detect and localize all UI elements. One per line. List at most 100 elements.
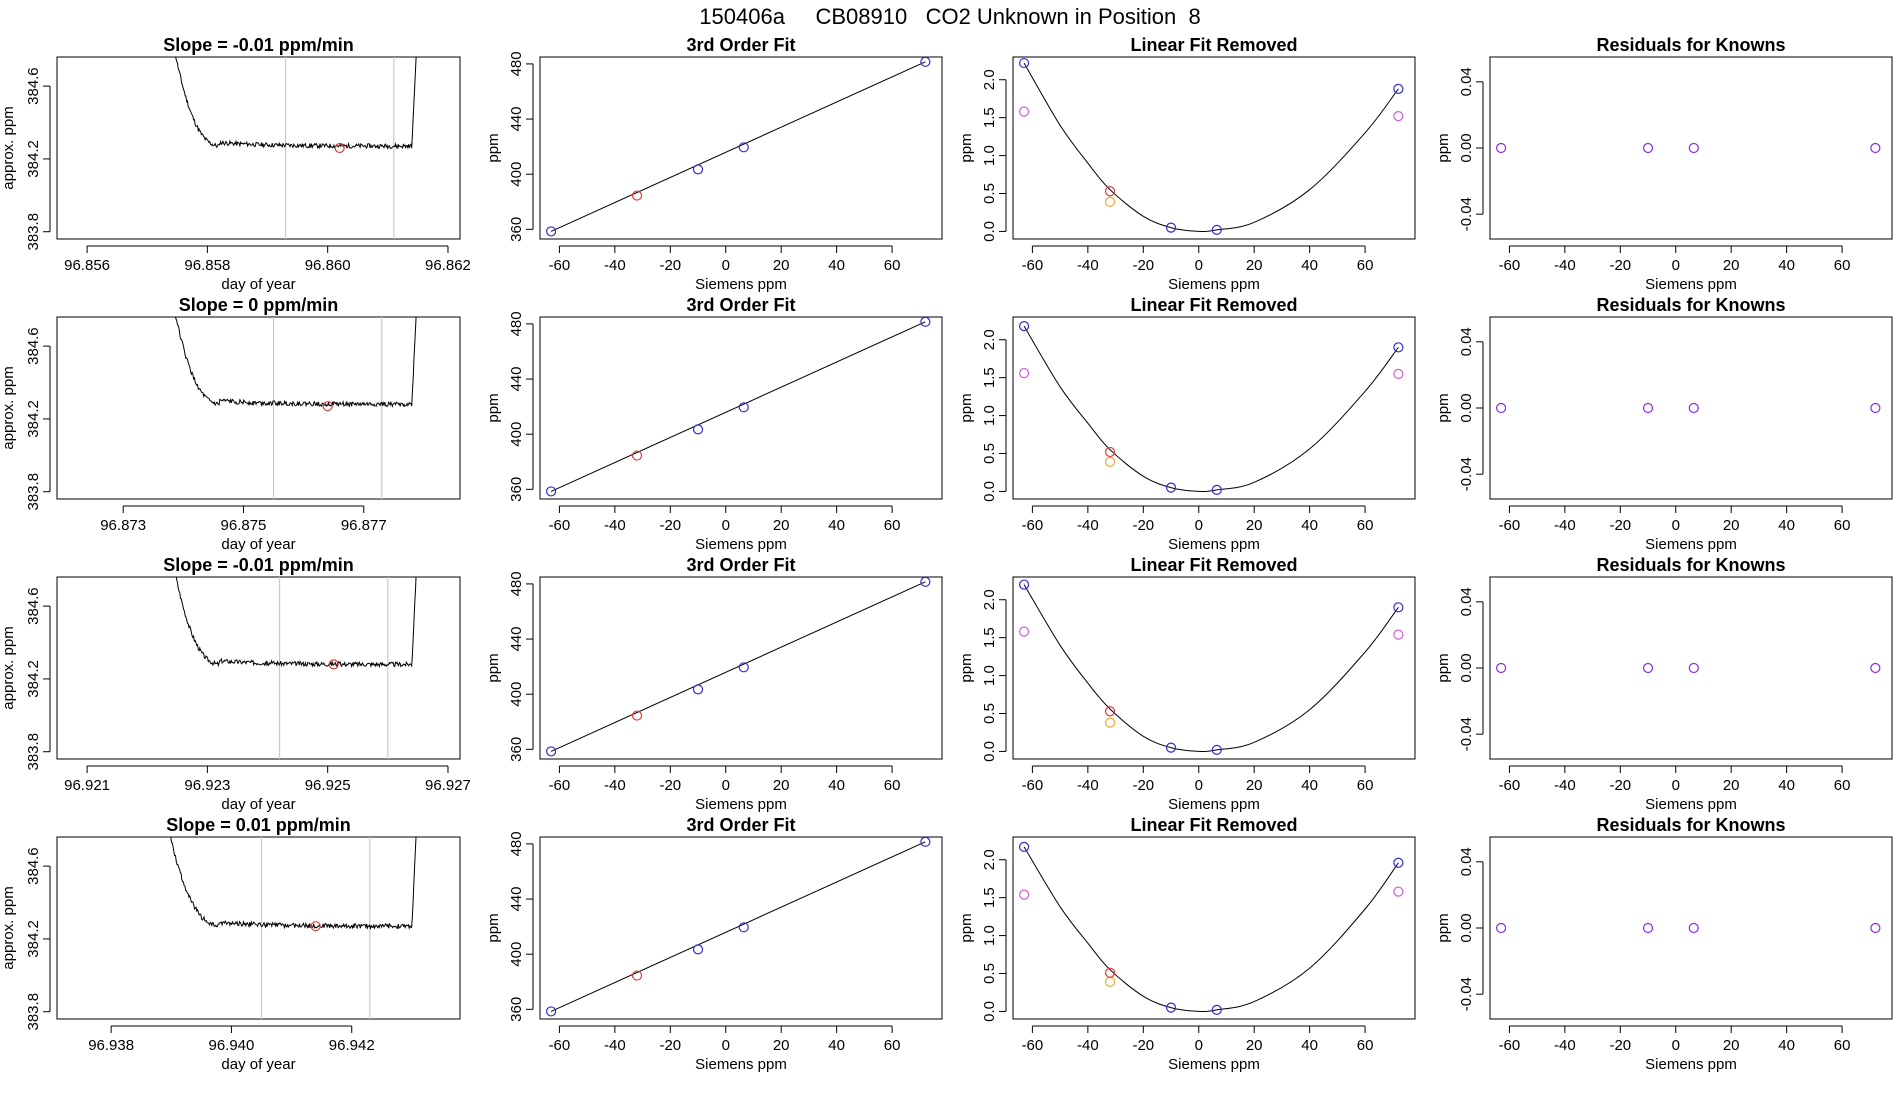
fit-curve (1023, 325, 1399, 493)
known-point (1211, 484, 1222, 495)
known-point (545, 486, 557, 497)
y-tick-label: 400 (508, 682, 525, 707)
unknown-marker-point (310, 921, 321, 932)
panel-r1-c3: Linear Fit Removed -60 -40 -20 0 20 40 60 Siemen… (958, 35, 1416, 293)
x-tick-label: 60 (1834, 257, 1851, 274)
known-point (1165, 742, 1177, 753)
panel-r4-c3: Linear Fit Removed -60 -40 -20 0 20 40 60 Siemen… (958, 815, 1416, 1073)
x-axis-label: Siemens ppm (1645, 536, 1737, 553)
y-axis-label: approx. ppm (0, 886, 17, 969)
y-tick-label: 360 (508, 997, 525, 1022)
y-tick-label: -0.04 (1458, 197, 1475, 231)
y-tick-label: 2.0 (981, 329, 998, 350)
known-point (1393, 857, 1404, 868)
x-tick-label: 20 (1246, 257, 1263, 274)
y-tick-label: 0.04 (1458, 587, 1475, 616)
x-tick-label: -40 (1077, 257, 1099, 274)
x-tick-label: 96.927 (425, 777, 471, 794)
known-point (738, 142, 749, 153)
x-tick-label: 0 (722, 517, 730, 534)
y-tick-label: 384.6 (25, 67, 42, 105)
y-tick-label: -0.04 (1458, 457, 1475, 491)
y-tick-label: 0.00 (1458, 653, 1475, 682)
x-axis-label: Siemens ppm (1168, 796, 1260, 813)
y-tick-label: 0.04 (1458, 67, 1475, 96)
x-tick-label: 40 (1778, 777, 1795, 794)
residual-point (1870, 402, 1881, 414)
y-tick-label: 360 (508, 737, 525, 762)
plot-area (1018, 321, 1404, 495)
plot-area (1495, 402, 1881, 414)
y-axis-label: ppm (485, 653, 502, 682)
magenta-point (1393, 368, 1404, 379)
x-tick-label: -20 (1132, 777, 1154, 794)
y-tick-label: 480 (508, 571, 525, 596)
plot-frame (1012, 836, 1416, 1020)
x-tick-label: -20 (1132, 257, 1154, 274)
residual-point (1870, 922, 1881, 934)
residual-point (1688, 662, 1699, 674)
panel-r3-c1: Slope = -0.01 ppm/min 96.921 96.923 96.925 9… (0, 555, 471, 813)
fit-line (550, 61, 926, 232)
known-point (1165, 222, 1177, 233)
panel-r2-c1: Slope = 0 ppm/min 96.873 96.875 96.877 day o… (0, 295, 461, 553)
residual-point (1495, 662, 1507, 674)
x-tick-label: 60 (884, 777, 901, 794)
magenta-point (1393, 629, 1404, 640)
x-tick-label: 20 (773, 777, 790, 794)
x-tick-label: -60 (1022, 1037, 1044, 1054)
fit-line (550, 581, 926, 752)
x-tick-label: 20 (1723, 517, 1740, 534)
known-point (1393, 83, 1404, 94)
known-point (692, 164, 704, 175)
x-tick-label: -60 (1499, 257, 1521, 274)
x-tick-label: 60 (1357, 777, 1374, 794)
trace-line (170, 837, 417, 931)
known-point (545, 1006, 557, 1017)
x-tick-label: -20 (659, 257, 681, 274)
y-tick-label: 0.0 (981, 741, 998, 762)
plot-frame (1489, 576, 1893, 760)
x-tick-label: -40 (1554, 1037, 1576, 1054)
unknown-point (631, 450, 643, 461)
trace-line (175, 317, 417, 408)
y-tick-label: 1.0 (981, 925, 998, 946)
trace-line (175, 57, 417, 150)
y-axis-label: approx. ppm (0, 366, 17, 449)
residual-point (1688, 402, 1699, 414)
panel-r1-c1: Slope = -0.01 ppm/min 96.856 96.858 96.860 9… (0, 35, 471, 293)
y-tick-label: 1.5 (981, 367, 998, 388)
x-tick-label: 0 (1195, 1037, 1203, 1054)
x-tick-label: 40 (1301, 1037, 1318, 1054)
x-tick-label: 20 (1246, 1037, 1263, 1054)
x-tick-label: -40 (1077, 517, 1099, 534)
panel-r3-c3: Linear Fit Removed -60 -40 -20 0 20 40 60 Siemen… (958, 555, 1416, 813)
plot-frame (1489, 316, 1893, 500)
x-tick-label: -40 (1554, 517, 1576, 534)
residual-point (1495, 142, 1507, 154)
x-tick-label: -40 (604, 1037, 626, 1054)
plot-frame (539, 836, 943, 1020)
y-tick-label: 2.0 (981, 69, 998, 90)
known-point (1393, 342, 1404, 353)
x-tick-label: -20 (659, 777, 681, 794)
unknown-marker-point (328, 659, 339, 670)
y-tick-label: 0.00 (1458, 913, 1475, 942)
y-tick-label: 2.0 (981, 849, 998, 870)
orange-point (1104, 196, 1116, 207)
x-tick-label: -60 (549, 257, 571, 274)
known-point (1165, 482, 1177, 493)
y-axis-label: ppm (485, 393, 502, 422)
y-tick-label: 0.5 (981, 703, 998, 724)
plot-area (1495, 922, 1881, 934)
plot-frame (1489, 56, 1893, 240)
panel-r2-c4: Residuals for Knowns -60 -40 -20 0 20 40 60 Siem… (1435, 295, 1893, 553)
known-point (1393, 602, 1404, 613)
y-tick-label: 383.8 (25, 733, 42, 771)
x-tick-label: 20 (773, 257, 790, 274)
y-tick-label: 384.2 (25, 140, 42, 178)
x-tick-label: -60 (1499, 517, 1521, 534)
y-tick-label: 440 (508, 627, 525, 652)
orange-point (1104, 456, 1116, 467)
x-tick-label: 96.923 (184, 777, 230, 794)
